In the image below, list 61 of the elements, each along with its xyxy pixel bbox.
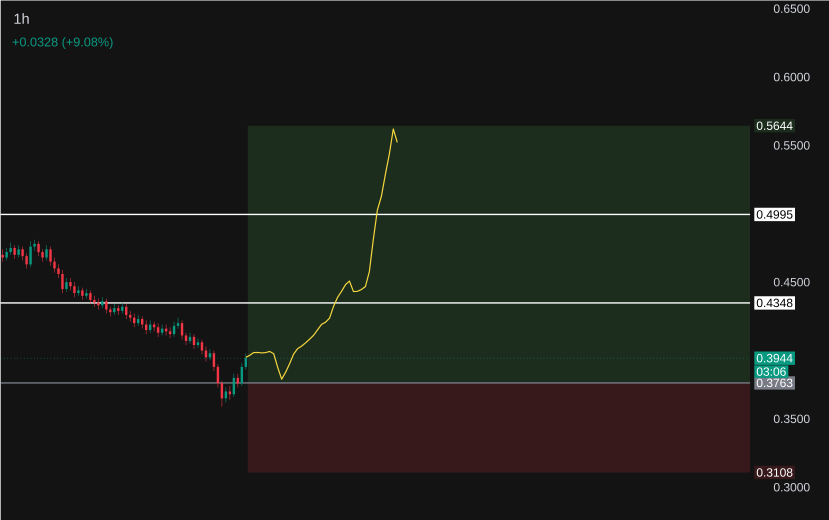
candlestick bbox=[220, 380, 224, 407]
candlestick bbox=[228, 386, 232, 400]
candlestick bbox=[97, 298, 100, 310]
y-tick-label: 0.3000 bbox=[774, 482, 810, 492]
ref-line-label: 0.4995 bbox=[756, 210, 792, 219]
candlestick bbox=[69, 278, 72, 291]
band-label: 0.3108 bbox=[756, 468, 792, 477]
candlestick bbox=[168, 326, 172, 338]
text: 1h bbox=[14, 13, 29, 24]
candlestick bbox=[236, 373, 240, 388]
candlestick bbox=[133, 313, 136, 328]
annotation: +0.0328 (+9.08%) bbox=[12, 37, 113, 49]
candlestick bbox=[25, 253, 28, 269]
candlestick bbox=[85, 288, 88, 299]
candlestick bbox=[73, 282, 76, 298]
candlestick bbox=[125, 304, 128, 320]
candlestick bbox=[77, 286, 80, 296]
candlestick bbox=[240, 362, 244, 386]
candlestick bbox=[129, 310, 132, 322]
candlestick bbox=[148, 320, 152, 333]
candlestick bbox=[105, 298, 108, 314]
candlestick bbox=[93, 296, 96, 307]
candlestick bbox=[21, 246, 24, 261]
y-tick-label: 0.3500 bbox=[774, 414, 810, 424]
candlestick bbox=[121, 302, 124, 314]
text: 03:06 bbox=[756, 367, 786, 376]
ref-line-label: 0.4348 bbox=[756, 298, 792, 308]
candlestick bbox=[29, 240, 32, 268]
candlestick bbox=[101, 296, 104, 308]
candlestick bbox=[17, 244, 20, 258]
candlestick bbox=[156, 322, 160, 338]
candlestick bbox=[65, 278, 68, 292]
candlestick bbox=[224, 387, 228, 403]
candlestick bbox=[81, 287, 84, 300]
candlestick bbox=[164, 324, 168, 336]
y-tick-label: 0.4500 bbox=[774, 278, 810, 286]
candlestick bbox=[176, 317, 180, 329]
candlestick bbox=[216, 364, 220, 388]
y-tick-label: 0.5500 bbox=[774, 141, 810, 150]
candlestick bbox=[1, 249, 4, 262]
candlestick bbox=[172, 322, 176, 338]
y-tick-label: 0.6000 bbox=[774, 72, 810, 82]
candlestick bbox=[9, 242, 12, 256]
candlestick bbox=[117, 305, 120, 316]
candlestick bbox=[140, 316, 144, 329]
candlestick bbox=[13, 244, 16, 260]
candlestick bbox=[152, 322, 156, 332]
candlestick bbox=[113, 304, 116, 316]
candlestick bbox=[232, 373, 236, 398]
candlestick bbox=[212, 350, 216, 372]
candlestick bbox=[137, 314, 140, 326]
ref-line-label: 0.3944 bbox=[756, 354, 793, 362]
band-label: 0.5644 bbox=[756, 121, 793, 130]
candlestick bbox=[5, 248, 8, 261]
candlestick bbox=[89, 290, 92, 304]
ref-line-label: 0.3763 bbox=[756, 378, 792, 388]
candlestick bbox=[144, 320, 148, 334]
candlestick bbox=[109, 306, 112, 317]
candlestick bbox=[33, 239, 36, 251]
candlestick bbox=[160, 324, 164, 336]
y-tick-label: 0.6500 bbox=[774, 4, 810, 13]
